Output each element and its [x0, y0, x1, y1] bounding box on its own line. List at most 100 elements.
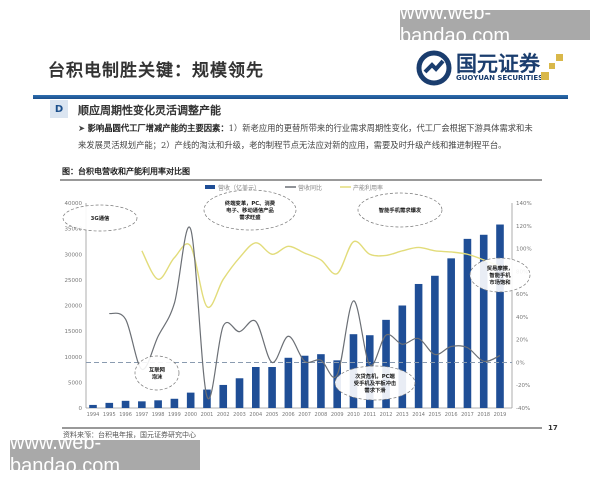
- annotation-bubble: 3G通信: [62, 204, 138, 232]
- x-tick-label: 2001: [201, 412, 214, 418]
- x-tick-label: 1998: [152, 412, 165, 418]
- x-tick-label: 2018: [477, 412, 490, 418]
- revenue-bar: [317, 354, 325, 408]
- revenue-bar: [398, 305, 407, 408]
- source-note: 资料来源：台积电年报，国元证券研究中心: [63, 431, 196, 439]
- bullet-lead: 影响晶圆代工厂增减产能的主要因素：: [87, 123, 229, 133]
- page-number: 17: [548, 424, 558, 432]
- revenue-bar: [170, 398, 179, 408]
- x-tick-label: 2004: [249, 412, 262, 418]
- annotation-ellipse: [357, 192, 443, 228]
- utilization-line: [141, 240, 501, 309]
- annotation-text: 泡沫: [152, 373, 163, 381]
- x-tick-label: 1996: [119, 412, 132, 418]
- legend-swatch-revenue: [205, 185, 215, 189]
- x-tick-label: 2013: [396, 412, 409, 418]
- logo-text-en: GUOYUAN SECURITIES: [456, 74, 544, 82]
- x-tick-label: 2011: [363, 412, 376, 418]
- right-tick-label: 140%: [516, 201, 532, 207]
- bullet-arrow-icon: ➤: [78, 123, 88, 133]
- watermark-top: www.web-bandao.com: [400, 2, 590, 47]
- revenue-bar: [138, 401, 146, 408]
- left-tick-label: 0: [79, 406, 83, 412]
- right-tick-label: 0%: [516, 360, 525, 366]
- watermark-bottom: www.web-bandao.com: [10, 432, 200, 477]
- x-tick-label: 2000: [184, 412, 197, 418]
- x-tick-label: 2002: [217, 412, 230, 418]
- x-tick-label: 2008: [315, 412, 328, 418]
- legend-label-revenue: 营收（亿美元）: [218, 184, 260, 192]
- figure-caption: 图：台积电营收和产能利用率对比图: [62, 167, 190, 176]
- x-tick-label: 2006: [282, 412, 295, 418]
- header-divider: [33, 95, 568, 99]
- revenue-bar: [121, 400, 130, 408]
- annotation-text: 次贷危机，PC端: [355, 372, 395, 380]
- annotation-ellipse: [469, 257, 531, 293]
- x-tick-label: 2016: [445, 412, 458, 418]
- x-tick-label: 2012: [380, 412, 393, 418]
- legend-label-growth: 营收同比: [298, 184, 322, 192]
- section-title: 顺应周期性变化灵活调整产能: [78, 104, 221, 117]
- logo-squares-icon: [541, 54, 563, 80]
- bullet-paragraph: ➤ 影响晶圆代工厂增减产能的主要因素：1）新老应用的更替所带来的行业需求周期性变…: [78, 120, 538, 154]
- x-tick-label: 2014: [412, 412, 425, 418]
- logo-text-cn: 国元证券: [456, 52, 540, 76]
- revenue-bar: [235, 378, 244, 408]
- revenue-bar: [479, 234, 488, 408]
- right-tick-label: 100%: [516, 247, 532, 253]
- left-tick-label: 30000: [65, 252, 83, 258]
- left-tick-label: 20000: [65, 304, 83, 310]
- revenue-utilization-chart: 营收（亿美元） 营收同比 产能利用率 0 5000 10000 15000 20000 2…: [62, 184, 532, 418]
- revenue-bar: [203, 389, 211, 408]
- right-tick-label: 20%: [516, 338, 528, 344]
- x-tick-label: 1995: [103, 412, 116, 418]
- annotation-text: 3G通信: [91, 214, 110, 222]
- x-tick-label: 1994: [87, 412, 100, 418]
- revenue-bar: [89, 404, 97, 408]
- revenue-bar: [186, 392, 195, 408]
- left-tick-label: 40000: [65, 201, 83, 207]
- revenue-bar: [431, 275, 439, 408]
- annotation-text: 智能手机: [489, 271, 511, 279]
- slide-title: 台积电制胜关键：规模领先: [48, 61, 264, 81]
- logo-mark-icon: [416, 50, 452, 86]
- annotation-text: 电子、移动通信产品: [226, 206, 274, 214]
- revenue-bar: [463, 238, 472, 408]
- annotation-text: 需求下滑: [364, 386, 386, 394]
- left-tick-label: 25000: [65, 278, 83, 284]
- annotation-text: 贸易摩擦，: [487, 264, 514, 272]
- revenue-bar: [496, 224, 504, 408]
- x-tick-label: 2009: [331, 412, 344, 418]
- annotation-ellipse: [203, 189, 297, 231]
- annotation-bubble: 智能手机需求爆发: [357, 192, 443, 228]
- revenue-bar: [252, 367, 260, 408]
- x-tick-label: 2017: [461, 412, 474, 418]
- annotation-text: 互联网: [149, 366, 165, 374]
- revenue-bar: [268, 367, 276, 408]
- x-tick-label: 1997: [135, 412, 148, 418]
- annotation-text: 终端变革，PC、消费: [225, 199, 276, 207]
- annotation-text: 市场饱和: [489, 278, 510, 286]
- annotation-ellipse: [62, 204, 138, 232]
- revenue-bar: [300, 355, 309, 408]
- revenue-bar: [219, 384, 228, 408]
- annotation-text: 智能手机需求爆发: [379, 206, 422, 214]
- revenue-bar: [154, 400, 162, 408]
- left-tick-label: 10000: [65, 355, 83, 361]
- x-tick-label: 1999: [168, 412, 181, 418]
- revenue-bar: [382, 319, 390, 408]
- revenue-bar: [447, 258, 455, 408]
- left-tick-label: 5000: [68, 380, 82, 386]
- annotation-text: 需求旺盛: [239, 213, 261, 221]
- right-tick-label: 40%: [516, 315, 528, 321]
- left-tick-label: 15000: [65, 329, 83, 335]
- x-tick-label: 2019: [494, 412, 507, 418]
- right-tick-label: -20%: [516, 383, 530, 389]
- annotation-ellipse: [334, 365, 416, 401]
- legend-label-utilization: 产能利用率: [353, 184, 383, 192]
- chart-legend: 营收（亿美元） 营收同比 产能利用率: [205, 184, 383, 192]
